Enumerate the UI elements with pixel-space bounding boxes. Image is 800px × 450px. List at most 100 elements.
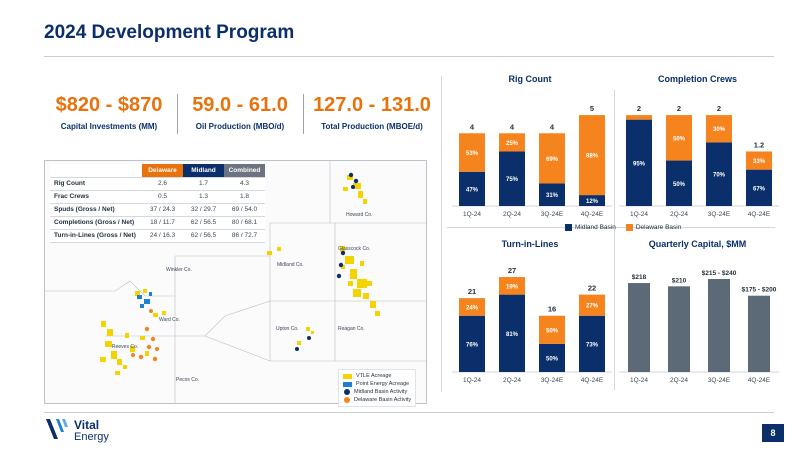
segment-percent-label: 70% — [713, 173, 726, 179]
kpi-divider — [177, 94, 178, 134]
bar-segment — [459, 133, 485, 172]
stats-cell: 32 / 29.7 — [183, 203, 224, 217]
bar-total-label: 2 — [717, 104, 721, 113]
quarterly-capital-chart: $218 1Q-24 $210 2Q-24 $215 - $240 3Q-24E $175 … — [619, 270, 779, 384]
stats-header-midland: Midland — [183, 164, 224, 178]
kpi-total-label: Total Production (MBOE/d) — [321, 122, 423, 131]
map-legend: VTLE Acreage Point Energy Acreage Midlan… — [338, 369, 417, 407]
bar-total-label: 27 — [508, 266, 516, 275]
segment-percent-label: 19% — [506, 284, 519, 290]
county-label: Reeves Co. — [112, 344, 139, 350]
segment-percent-label: 75% — [506, 177, 519, 183]
segment-percent-label: 47% — [466, 187, 479, 193]
bar-segment — [499, 133, 525, 152]
map-legend-item: Point Energy Acreage — [343, 380, 411, 388]
kpi-oil-label: Oil Production (MBO/d) — [195, 122, 285, 131]
bar-segment — [626, 115, 652, 120]
county-label: Pecos Co. — [176, 377, 200, 383]
county-label: Ward Co. — [159, 317, 180, 323]
bar-segment — [539, 315, 565, 344]
x-tick-label: 3Q-24E — [708, 377, 731, 384]
county-label: Midland Co. — [277, 262, 304, 268]
segment-percent-label: 24% — [466, 305, 479, 311]
x-tick-label: 1Q-24 — [630, 211, 648, 218]
x-tick-label: 3Q-24E — [541, 377, 564, 384]
section-divider — [441, 76, 442, 392]
stats-header-row: Delaware Midland Combined — [50, 164, 265, 178]
segment-percent-label: 69% — [546, 157, 559, 163]
delaware-swatch — [625, 224, 633, 231]
stats-cell: 1.7 — [183, 177, 224, 191]
page-title: 2024 Development Program — [44, 22, 295, 43]
x-tick-label: 2Q-24 — [503, 377, 521, 384]
bar-total-label: $218 — [632, 274, 647, 281]
map-legend-label: VTLE Acreage — [356, 373, 392, 379]
segment-percent-label: 33% — [753, 159, 766, 165]
segment-percent-label: 25% — [506, 141, 519, 147]
bar-total-label: 22 — [588, 284, 596, 293]
stats-cell: 24 / 16.3 — [142, 229, 183, 243]
bar-segment — [706, 115, 732, 143]
bar-segment — [746, 151, 772, 170]
bar-segment — [539, 133, 565, 184]
segment-percent-label: 67% — [753, 186, 766, 192]
basin-stats-table: Delaware Midland Combined Rig Count 2.6 … — [50, 164, 265, 243]
rig-count-chart: 47% 53% 4 1Q-24 75% 25% 4 2Q-24 31% 69% 4 3Q-24E 12%… — [452, 104, 612, 218]
bar-total-label: $215 - $240 — [702, 270, 737, 277]
map-legend-item: Delaware Basin Activity — [343, 396, 411, 404]
map-legend-label: Midland Basin Activity — [354, 389, 408, 395]
title-divider — [44, 56, 774, 57]
bar-segment — [628, 283, 650, 372]
bar-segment — [459, 171, 485, 206]
kpi-capital-value: $820 - $870 — [55, 94, 163, 116]
kpi-divider — [303, 94, 304, 134]
stats-cell: 1.8 — [224, 190, 265, 204]
stats-row: Turn-in-Lines (Gross / Net) 24 / 16.3 62… — [50, 229, 265, 243]
stats-cell: 62 / 56.5 — [183, 229, 224, 243]
chart-title-capex: Quarterly Capital, $MM — [648, 239, 747, 249]
stats-row-label: Rig Count — [50, 177, 142, 191]
bar-segment — [459, 315, 485, 372]
x-tick-label: 2Q-24 — [670, 211, 688, 218]
bar-segment — [579, 115, 605, 196]
acreage-swatch — [343, 381, 352, 387]
activity-dot-icon — [344, 389, 350, 395]
bar-segment — [626, 119, 652, 206]
map-legend-label: Delaware Basin Activity — [354, 397, 412, 403]
bar-segment — [579, 195, 605, 206]
stats-cell: 62 / 56.5 — [183, 216, 224, 230]
bar-total-label: $210 — [672, 277, 687, 284]
stats-row-label: Turn-in-Lines (Gross / Net) — [50, 229, 142, 243]
chart-divider — [447, 227, 775, 228]
x-tick-label: 4Q-24E — [748, 211, 771, 218]
bar-segment — [499, 277, 525, 295]
county-label: Howard Co. — [346, 212, 373, 218]
bar-total-label: 2 — [677, 104, 681, 113]
stats-header-combined: Combined — [224, 164, 265, 178]
x-tick-label: 4Q-24E — [581, 377, 604, 384]
stats-cell: 69 / 54.0 — [224, 203, 265, 217]
segment-percent-label: 81% — [506, 332, 519, 338]
bar-segment — [539, 183, 565, 206]
stats-row: Spuds (Gross / Net) 37 / 24.3 32 / 29.7 … — [50, 203, 265, 217]
bar-segment — [748, 295, 770, 372]
stats-header-delaware: Delaware — [142, 164, 183, 178]
turn-in-lines-chart: 76% 24% 21 1Q-24 81% 19% 27 2Q-24 50% 50% 16 3Q-24E… — [452, 266, 612, 384]
stats-cell: 2.6 — [142, 177, 183, 191]
stats-cell: 1.3 — [183, 190, 224, 204]
chart-divider — [614, 90, 615, 390]
company-wordmark: Vital Energy — [74, 418, 109, 443]
acreage-swatch — [343, 373, 352, 379]
segment-percent-label: 53% — [466, 151, 479, 157]
bar-segment — [499, 151, 525, 206]
stats-row-label: Completions (Gross / Net) — [50, 216, 142, 230]
county-label: Glasscock Co. — [338, 246, 371, 252]
bar-total-label: 16 — [548, 305, 556, 314]
vital-energy-logo-icon — [46, 419, 68, 439]
chart-title-rig: Rig Count — [508, 74, 552, 84]
completion-crews-chart: 95% 2 1Q-24 50% 50% 2 2Q-24 70% 30% 2 3Q-24E 67% 33%… — [619, 104, 779, 218]
midland-swatch — [565, 224, 572, 231]
map-legend-item: Midland Basin Activity — [343, 388, 411, 396]
bar-total-label: 2 — [637, 104, 641, 113]
x-tick-label: 3Q-24E — [708, 211, 731, 218]
